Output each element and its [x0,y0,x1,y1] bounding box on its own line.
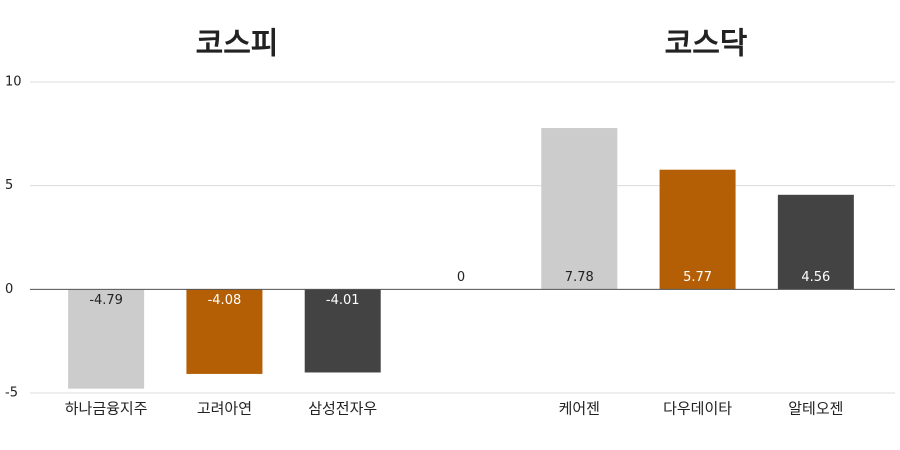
value-label: -4.79 [89,293,123,308]
y-tick-label: 5 [5,178,13,193]
value-label: -4.01 [326,293,360,308]
bar [777,194,854,290]
group-title: 코스피 [196,27,279,62]
x-tick-label: 케어젠 [559,400,600,418]
x-tick-label: 다우데이타 [663,400,732,418]
bar [541,128,618,290]
value-label: 7.78 [565,270,594,285]
x-tick-label: 삼성전자우 [308,400,377,418]
x-tick-label: 알테오젠 [788,400,843,418]
bar [304,289,381,373]
bar [186,289,263,374]
group-title: 코스닥 [665,27,748,62]
y-tick-label: 0 [5,282,13,297]
bar [659,169,736,290]
value-label: 4.56 [801,270,830,285]
value-label: -4.08 [208,293,242,308]
y-tick-label: 10 [5,75,22,90]
value-label: 5.77 [683,270,712,285]
x-tick-label: 고려아연 [197,400,252,418]
y-tick-label: -5 [5,386,18,401]
value-label: 0 [457,270,465,285]
x-tick-label: 하나금융지주 [65,400,148,418]
bar [68,289,145,389]
